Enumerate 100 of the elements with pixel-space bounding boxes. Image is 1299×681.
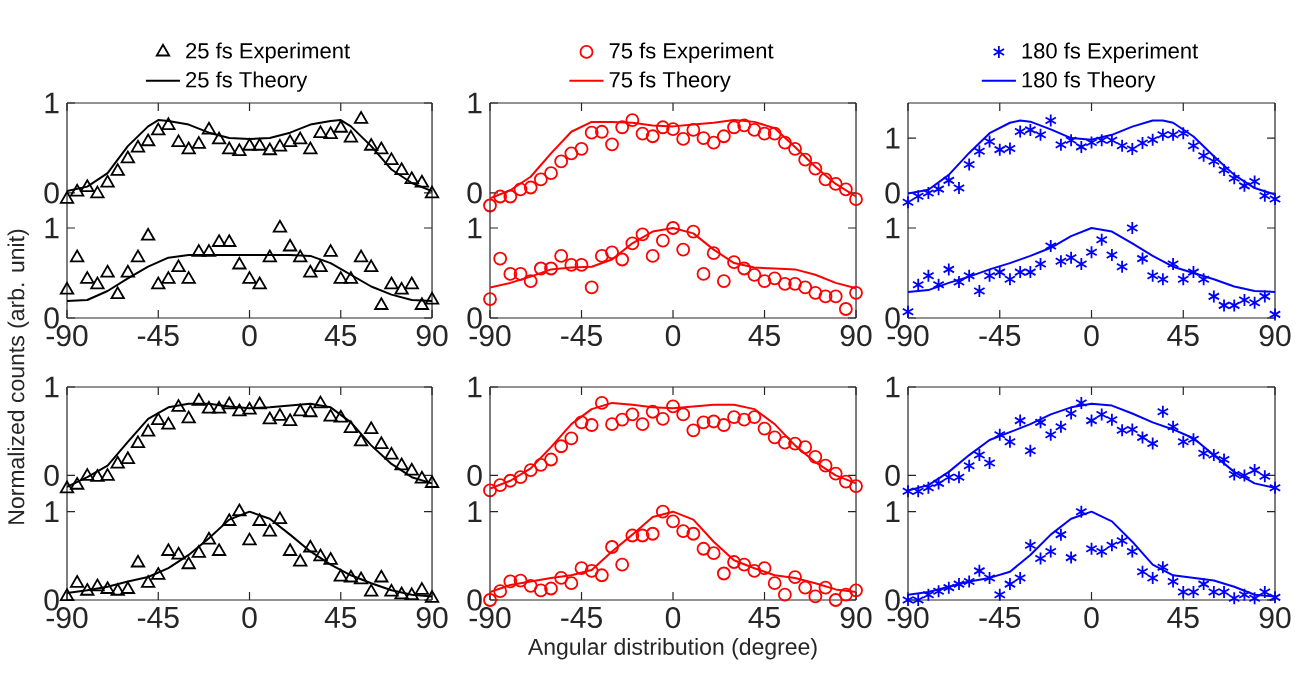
point [513, 267, 528, 281]
y-tick-label: 1 [886, 376, 900, 398]
point [615, 252, 630, 267]
point [544, 261, 558, 276]
point [120, 264, 135, 278]
point [201, 244, 217, 257]
point [493, 189, 508, 204]
point [1034, 257, 1047, 271]
point [808, 161, 823, 176]
point [1003, 141, 1017, 156]
point [424, 291, 440, 305]
point [59, 480, 75, 494]
point [282, 413, 298, 426]
point [394, 457, 409, 471]
point [686, 224, 701, 239]
x-tick-label: 0 [1084, 607, 1099, 629]
point [171, 399, 186, 412]
point [232, 403, 247, 417]
x-tick-label: 45 [324, 325, 357, 346]
point [1217, 452, 1231, 467]
x-tick-label: 0 [242, 607, 257, 629]
point [171, 134, 186, 148]
point [1105, 133, 1118, 148]
point [1024, 265, 1037, 279]
point [615, 557, 630, 572]
point [1156, 127, 1169, 142]
point [282, 543, 298, 556]
point [828, 177, 843, 191]
point [1187, 432, 1200, 447]
point [1065, 406, 1078, 421]
point [1054, 137, 1068, 152]
point [849, 479, 863, 493]
point [59, 282, 75, 295]
point [493, 478, 508, 493]
point [201, 401, 217, 414]
point [1095, 232, 1108, 247]
point [1258, 188, 1271, 203]
point [645, 129, 660, 144]
point [353, 111, 369, 124]
point [110, 583, 125, 596]
point [706, 135, 721, 150]
point [323, 126, 338, 139]
point [1187, 138, 1200, 153]
point [798, 440, 813, 455]
point [1238, 468, 1251, 483]
point [901, 195, 915, 210]
point [1014, 124, 1027, 139]
point [1024, 443, 1037, 458]
point [767, 576, 782, 591]
point [80, 271, 95, 284]
point [110, 455, 125, 469]
point [333, 409, 348, 423]
point [171, 259, 186, 273]
point [737, 118, 752, 133]
point [838, 587, 853, 602]
point [110, 286, 125, 300]
point [838, 182, 853, 197]
y-tick-label: 0 [885, 464, 900, 487]
point [181, 271, 196, 284]
point [818, 458, 833, 473]
point [1014, 571, 1027, 585]
point [963, 574, 976, 589]
point [727, 410, 741, 424]
point [952, 470, 966, 485]
point [513, 470, 528, 485]
point [1003, 434, 1017, 449]
x-tick-label: 45 [748, 325, 780, 346]
y-tick-label: 1 [45, 217, 59, 239]
point [777, 135, 792, 150]
point [262, 523, 277, 537]
x-tick-label: 90 [1259, 325, 1291, 347]
point [727, 555, 741, 569]
point [1126, 142, 1139, 156]
point [942, 262, 955, 277]
point [584, 125, 599, 140]
point [483, 483, 497, 498]
point [574, 258, 589, 272]
point [384, 446, 399, 460]
point [374, 141, 389, 155]
point [343, 271, 359, 284]
point [1075, 139, 1088, 154]
point [262, 249, 277, 263]
point [394, 586, 409, 600]
x-tick-label: -45 [137, 607, 179, 628]
point [1105, 538, 1118, 553]
x-tick-label: 90 [840, 607, 872, 629]
point [503, 473, 518, 488]
point [303, 404, 318, 418]
point [686, 423, 701, 438]
x-tick-label: 90 [840, 325, 872, 347]
point [737, 557, 752, 572]
point [100, 174, 115, 188]
point [605, 417, 619, 432]
point [140, 424, 156, 437]
point [564, 146, 579, 161]
point [140, 133, 156, 147]
point [1166, 419, 1180, 434]
point [493, 251, 508, 266]
point [544, 452, 558, 467]
point [922, 480, 935, 495]
